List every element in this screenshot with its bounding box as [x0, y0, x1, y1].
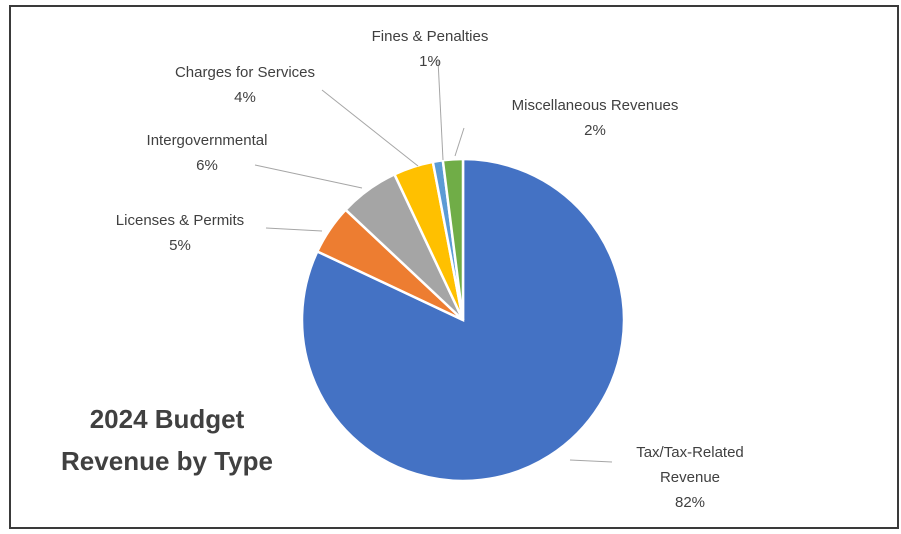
leader-line — [321, 89, 419, 167]
data-label: Licenses & Permits 5% — [116, 208, 244, 258]
value-label: 5% — [169, 237, 191, 254]
data-label: Charges for Services 4% — [175, 60, 315, 110]
category-label: Tax/Tax-Related Revenue — [636, 444, 744, 486]
leader-line — [569, 459, 613, 463]
data-label: Tax/Tax-Related Revenue 82% — [620, 440, 760, 515]
leader-line — [265, 227, 323, 232]
value-label: 82% — [674, 494, 706, 511]
data-label: Intergovernmental 6% — [147, 128, 268, 178]
value-label: 1% — [419, 53, 441, 70]
leader-line — [454, 127, 465, 157]
pie-slice — [441, 157, 465, 321]
chart-title: Revenue by Type — [61, 446, 273, 476]
leader-line — [437, 59, 444, 161]
leader-line — [254, 164, 363, 189]
category-label: Miscellaneous Revenues — [511, 97, 679, 114]
data-label: Fines & Penalties 1% — [372, 24, 489, 74]
category-label: Fines & Penalties — [371, 28, 489, 45]
category-label: Intergovernmental — [146, 132, 268, 149]
value-label: 2% — [584, 122, 606, 139]
chart-title: 2024 Budget — [89, 404, 245, 434]
value-label: 6% — [196, 157, 218, 174]
category-label: Licenses & Permits — [115, 212, 245, 229]
category-label: Charges for Services — [174, 64, 316, 81]
data-label: Miscellaneous Revenues 2% — [512, 93, 679, 143]
value-label: 4% — [234, 89, 256, 106]
